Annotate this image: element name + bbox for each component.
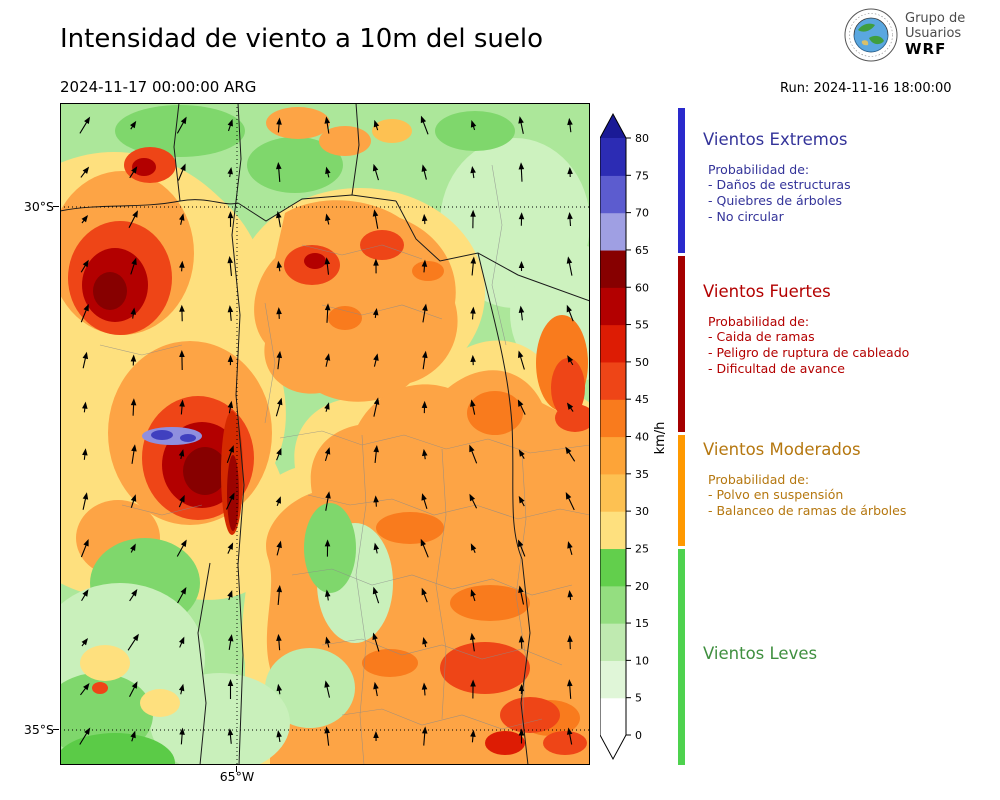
- lat-label-30s: 30°S: [23, 199, 54, 214]
- logo-line-1: Grupo de: [905, 10, 966, 26]
- svg-text:km/h: km/h: [653, 422, 668, 455]
- legend-section-fuertes: Vientos Fuertes Probabilidad de: - Caida…: [703, 282, 995, 377]
- legend-bar-leves: [678, 549, 685, 765]
- legend-title: Vientos Leves: [703, 644, 818, 663]
- svg-text:5: 5: [635, 692, 642, 705]
- legend-section-leves: Vientos Leves: [703, 644, 995, 663]
- run-label: Run: 2024-11-16 18:00:00: [780, 81, 952, 96]
- svg-text:15: 15: [635, 617, 649, 630]
- legend-item: - Dificultad de avance: [708, 361, 845, 376]
- svg-text:20: 20: [635, 580, 649, 593]
- legend-title: Vientos Extremos: [703, 130, 848, 149]
- lon-label-65w: 65°W: [219, 769, 255, 784]
- wind-arrows-layer: [79, 115, 576, 746]
- contour-layer: [60, 103, 590, 765]
- legend-section-extremos: Vientos Extremos Probabilidad de: - Daño…: [703, 130, 995, 225]
- legend-item: - Daños de estructuras: [708, 177, 851, 192]
- wrf-logo-globe-icon: [844, 8, 898, 62]
- logo-line-3: WRF: [905, 40, 947, 59]
- lat-tick-35s: [53, 729, 59, 730]
- svg-text:40: 40: [635, 431, 649, 444]
- legend-item: - Caida de ramas: [708, 329, 815, 344]
- lat-label-35s: 35°S: [23, 722, 54, 737]
- wrf-logo: Grupo de Usuarios WRF: [844, 8, 965, 62]
- graticule-lines: [60, 103, 590, 765]
- svg-text:10: 10: [635, 654, 649, 667]
- wrf-logo-text: Grupo de Usuarios WRF: [905, 11, 965, 59]
- valid-datetime: 2024-11-17 00:00:00 ARG: [60, 78, 257, 96]
- legend-item: - Peligro de ruptura de cableado: [708, 345, 910, 360]
- logo-line-2: Usuarios: [905, 26, 962, 42]
- wind-map: [60, 103, 590, 765]
- svg-text:30: 30: [635, 505, 649, 518]
- lat-tick-30s: [53, 206, 59, 207]
- svg-text:80: 80: [635, 132, 649, 145]
- svg-text:75: 75: [635, 169, 649, 182]
- svg-text:35: 35: [635, 468, 649, 481]
- legend-item: - Balanceo de ramas de árboles: [708, 503, 907, 518]
- legend-intro: Probabilidad de:: [708, 162, 810, 177]
- svg-text:55: 55: [635, 319, 649, 332]
- legend-item: - Quiebres de árboles: [708, 193, 843, 208]
- svg-text:45: 45: [635, 393, 649, 406]
- legend-item: - No circular: [708, 209, 784, 224]
- lon-tick-65w: [236, 766, 237, 772]
- legend-section-moderados: Vientos Moderados Probabilidad de: - Pol…: [703, 440, 995, 519]
- svg-text:70: 70: [635, 207, 649, 220]
- legend-intro: Probabilidad de:: [708, 314, 810, 329]
- legend-bar-extremos: [678, 108, 685, 253]
- legend-title: Vientos Fuertes: [703, 282, 831, 301]
- svg-text:25: 25: [635, 542, 649, 555]
- wind-map-canvas: [60, 103, 590, 765]
- legend-title: Vientos Moderados: [703, 440, 861, 459]
- province-boundaries: [60, 103, 590, 765]
- legend-bar-fuertes: [678, 256, 685, 432]
- legend-item: - Polvo en suspensión: [708, 487, 844, 502]
- colorbar: 0 5 10 15 20 25 30 35 40 45 50 55 60 65 70 75 80 km/h: [600, 112, 668, 761]
- svg-text:65: 65: [635, 244, 649, 257]
- svg-text:0: 0: [635, 729, 642, 742]
- svg-text:50: 50: [635, 356, 649, 369]
- legend-intro: Probabilidad de:: [708, 472, 810, 487]
- legend-bar-moderados: [678, 435, 685, 546]
- svg-text:60: 60: [635, 281, 649, 294]
- page-title: Intensidad de viento a 10m del suelo: [60, 24, 544, 54]
